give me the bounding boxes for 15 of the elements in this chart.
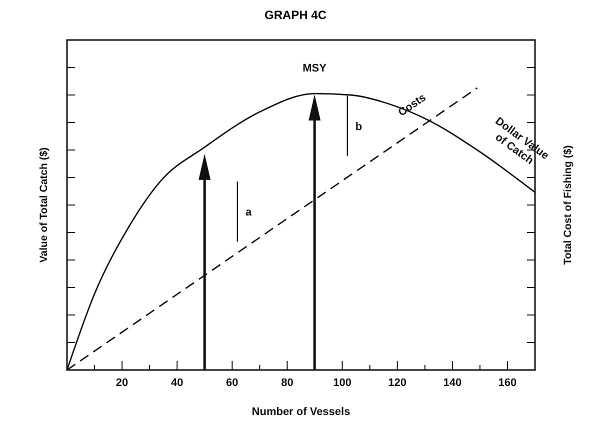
x-tick-label: 20 [116,376,128,389]
x-tick-label: 80 [281,376,294,389]
x-tick-label: 160 [498,376,517,389]
y-axis-title: Value of Total Catch ($) [38,147,50,263]
x-tick-label: 40 [170,376,184,389]
x-tick-label: 120 [388,376,407,389]
x-tick-label: 100 [333,376,352,389]
y2-axis-title: Total Cost of Fishing ($) [562,145,574,265]
annotation: a [245,206,252,219]
annotation: b [355,120,362,133]
x-axis-title: Number of Vessels [252,406,350,418]
text: MSY [302,62,328,74]
chart-title: GRAPH 4C [263,8,328,22]
x-tick-label: 140 [443,376,462,389]
x-tick-label: 60 [226,376,238,389]
